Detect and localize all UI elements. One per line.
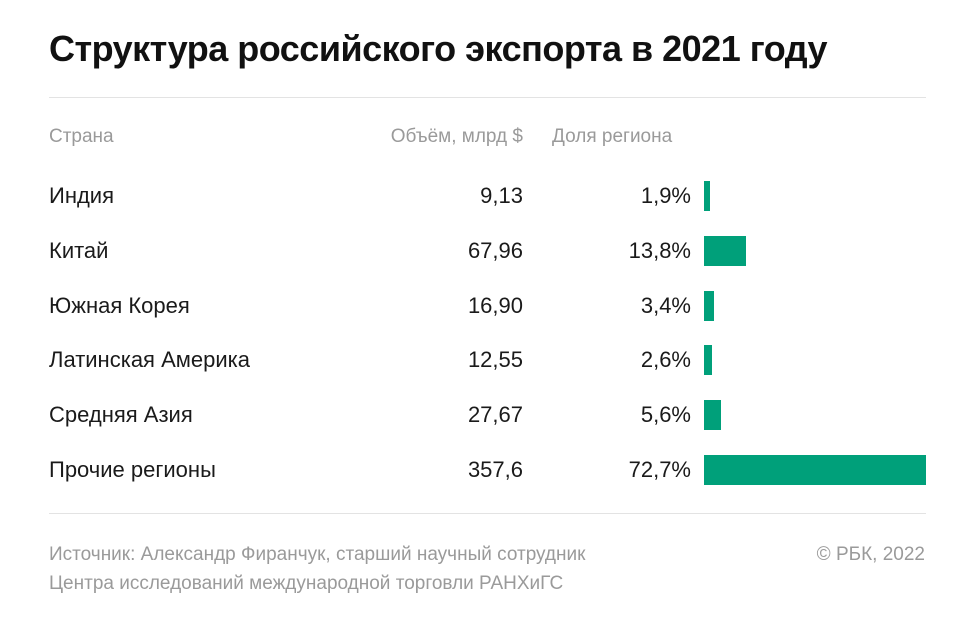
share-bar [704,181,710,211]
row-volume: 9,13 [480,183,523,208]
row-volume: 16,90 [467,293,523,318]
row-share: 3,4% [640,293,691,318]
row-volume: 67,96 [467,238,523,263]
row-country: Индия [49,183,115,208]
header-volume: Объём, млрд $ [390,126,523,147]
header-country: Страна [49,126,114,147]
row-volume: 12,55 [467,347,523,372]
row-share: 2,6% [640,347,691,372]
source-line-2: Центра исследований международной торгов… [49,573,564,594]
source-note: Источник: Александр Фиранчук, старший на… [49,540,585,598]
copyright: © РБК, 2022 [816,544,925,565]
row-share: 1,9% [640,183,691,208]
bottom-divider [49,513,926,514]
chart-title: Структура российского экспорта в 2021 го… [49,28,828,69]
share-bar [704,236,746,266]
share-bar [704,400,721,430]
row-country: Южная Корея [49,293,190,318]
row-share: 72,7% [628,457,691,482]
row-country: Китай [49,238,109,263]
share-bar [704,291,714,321]
row-share: 13,8% [628,238,691,263]
row-volume: 27,67 [467,402,523,427]
header-share: Доля региона [552,126,673,147]
row-country: Средняя Азия [49,402,193,427]
row-volume: 357,6 [467,457,523,482]
row-share: 5,6% [640,402,691,427]
source-line-1: Источник: Александр Фиранчук, старший на… [49,544,586,565]
row-country: Латинская Америка [49,347,250,372]
share-bar [704,455,926,485]
share-bar [704,345,712,375]
row-country: Прочие регионы [49,457,216,482]
top-divider [49,97,926,98]
